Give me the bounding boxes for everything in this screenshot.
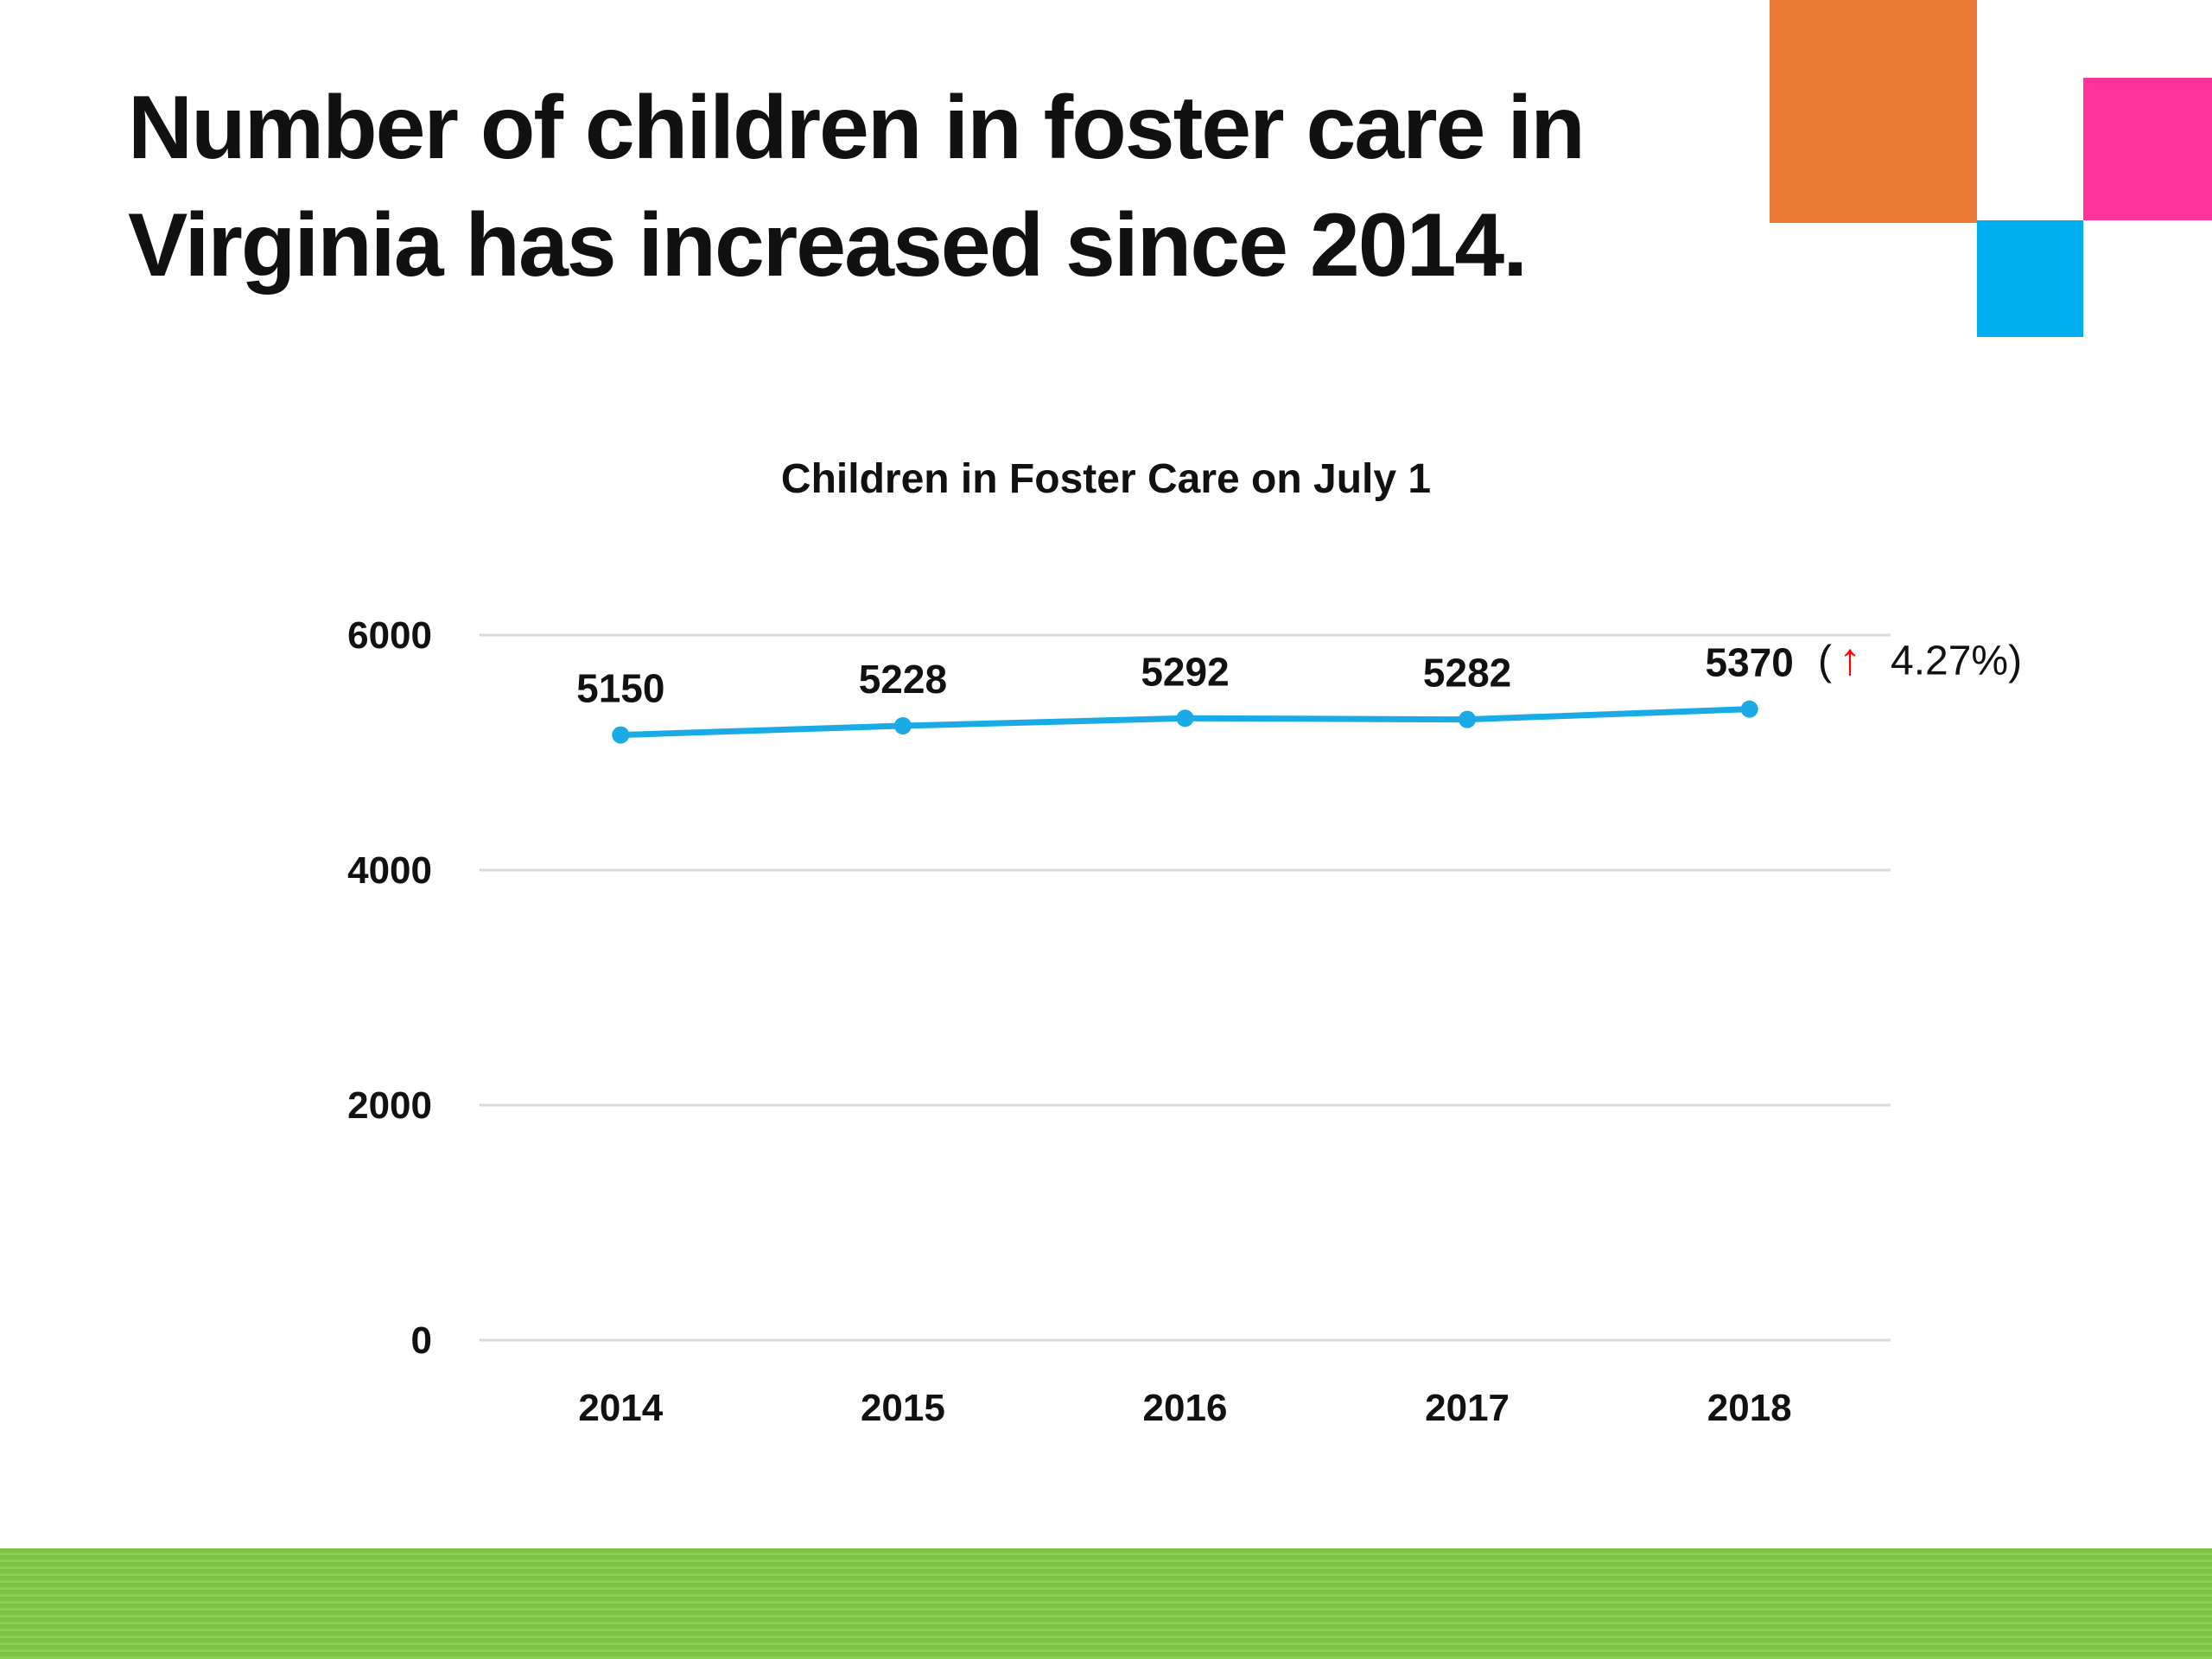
up-arrow-icon: ↑	[1839, 635, 1861, 685]
y-tick-label: 4000	[347, 849, 432, 892]
footer-band	[0, 1548, 2212, 1659]
annotation-open-paren: (	[1818, 639, 1832, 684]
pink-square-decoration	[2083, 78, 2212, 220]
annotation-percent: 4.27%)	[1891, 639, 2022, 684]
data-point	[612, 726, 630, 744]
orange-square-decoration	[1770, 0, 1977, 223]
headline-line-1: Number of children in foster care in	[128, 78, 1586, 178]
x-tick-label: 2016	[1143, 1387, 1228, 1429]
data-series	[612, 700, 1758, 744]
slide-headline: Number of children in foster care in Vir…	[128, 69, 1770, 304]
x-tick-label: 2014	[578, 1387, 663, 1429]
x-tick-label: 2015	[861, 1387, 945, 1429]
data-point	[1176, 709, 1194, 728]
data-label: 5292	[1141, 649, 1229, 694]
blue-square-decoration	[1977, 220, 2083, 337]
data-label: 5282	[1423, 651, 1511, 696]
x-tick-label: 2018	[1707, 1387, 1792, 1429]
y-tick-label: 2000	[347, 1084, 432, 1127]
data-point	[1740, 700, 1758, 718]
y-axis-tick-labels: 0 2000 4000 6000	[347, 614, 432, 1362]
data-label: 5150	[576, 666, 664, 711]
x-axis-tick-labels: 2014 2015 2016 2017 2018	[578, 1387, 1791, 1429]
data-labels: 5150 5228 5292 5282 5370	[576, 640, 1794, 711]
data-label: 5370	[1706, 640, 1794, 685]
line-chart: Children in Foster Care on July 1 0 2000 4…	[347, 456, 2022, 1429]
x-tick-label: 2017	[1425, 1387, 1510, 1429]
data-label: 5228	[859, 657, 947, 702]
gridlines	[480, 633, 1891, 1342]
data-point	[1459, 710, 1477, 728]
headline-line-2: Virginia has increased since 2014.	[128, 195, 1528, 296]
y-tick-label: 0	[411, 1319, 432, 1362]
chart-title: Children in Foster Care on July 1	[781, 456, 1431, 502]
y-tick-label: 6000	[347, 614, 432, 657]
data-point	[893, 716, 912, 734]
change-annotation: (↑ 4.27%)	[1818, 635, 2022, 685]
